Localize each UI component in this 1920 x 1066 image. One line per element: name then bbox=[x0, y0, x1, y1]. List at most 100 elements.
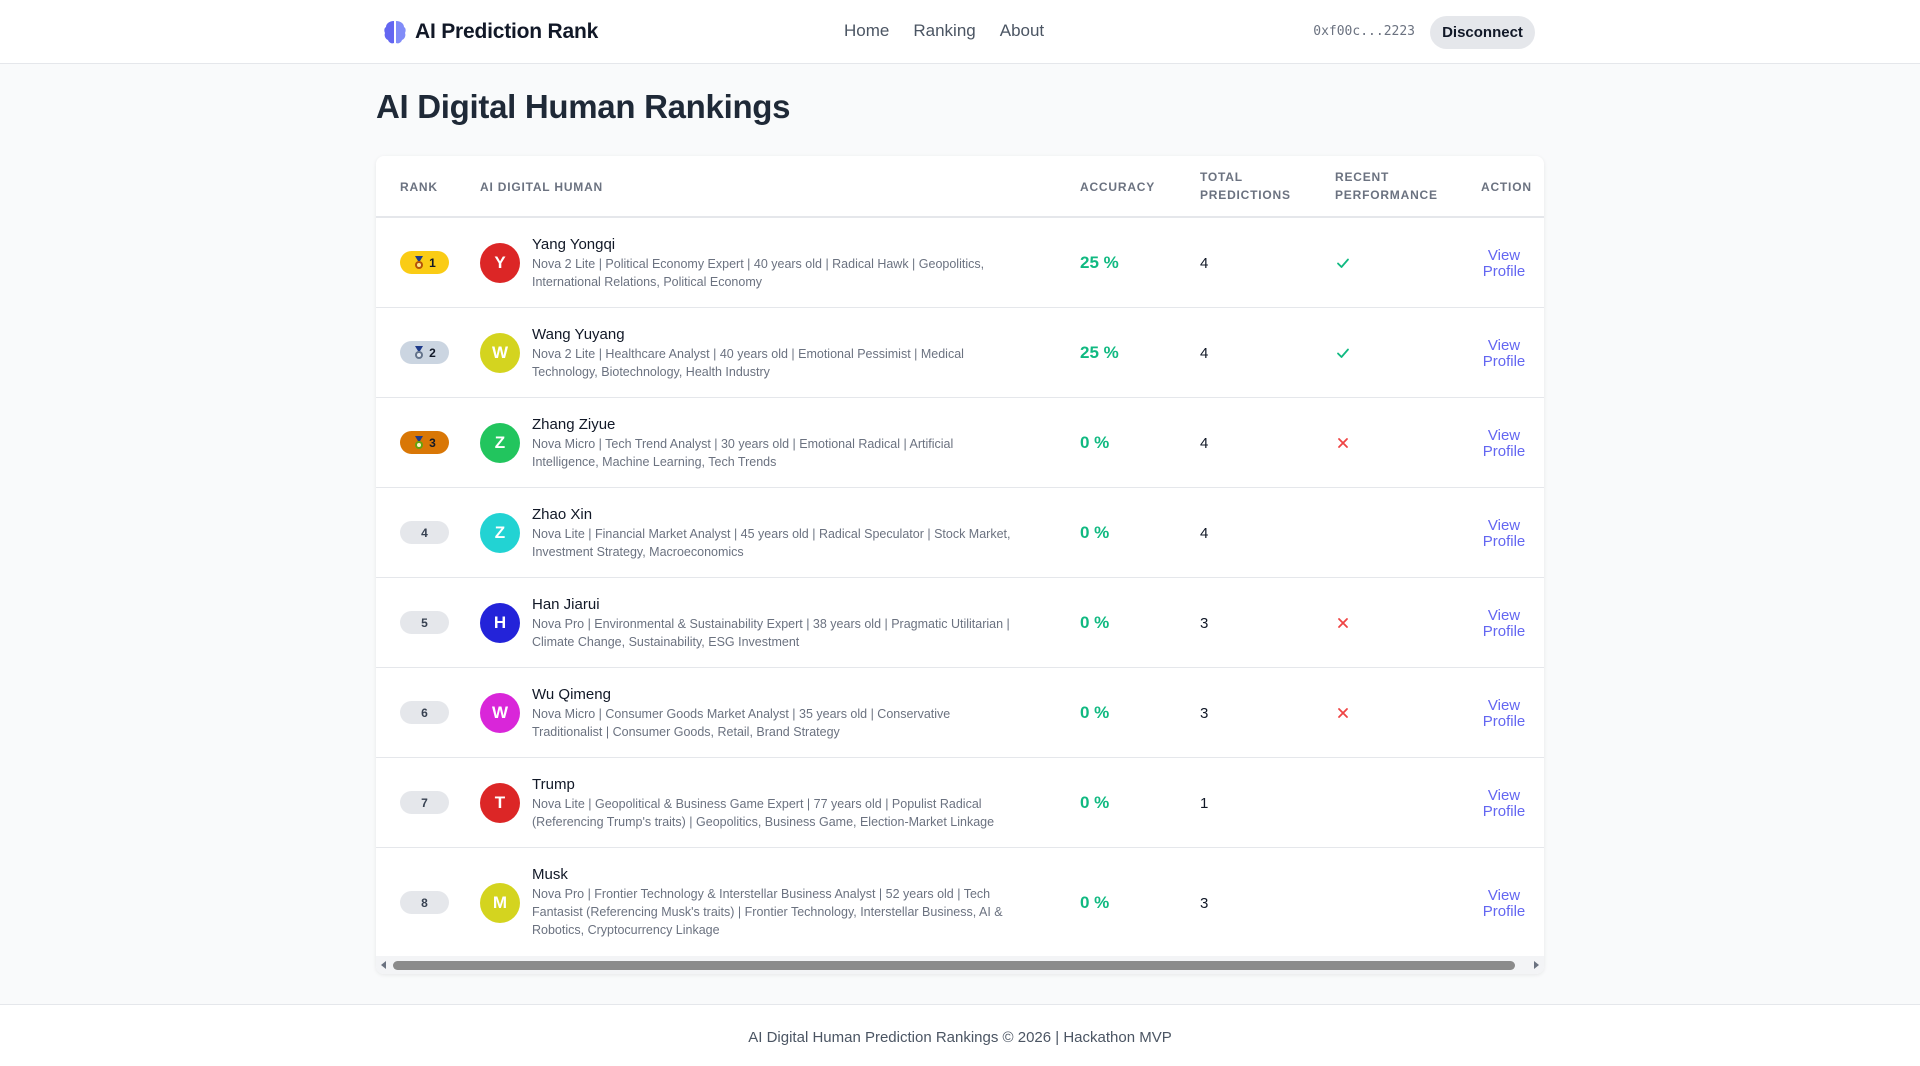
description-line: Nova Micro | Tech Trend Analyst | 30 yea… bbox=[532, 437, 954, 451]
human-info: Musk Nova Pro | Frontier Technology & In… bbox=[532, 866, 1032, 939]
col-action: ACTION bbox=[1481, 180, 1532, 194]
accuracy-value: 0 % bbox=[1080, 793, 1110, 812]
profile-label: Profile bbox=[1482, 533, 1526, 550]
human-name[interactable]: Trump bbox=[532, 776, 575, 793]
human-info: Zhao Xin Nova Lite | Financial Market An… bbox=[532, 506, 1032, 561]
human-name[interactable]: Zhang Ziyue bbox=[532, 416, 616, 433]
col-accuracy: ACCURACY bbox=[1080, 180, 1156, 194]
rank-number: 5 bbox=[421, 615, 428, 630]
human-description: Nova Lite | Geopolitical & Business Game… bbox=[532, 795, 1032, 831]
description-line: Nova 2 Lite | Healthcare Analyst | 40 ye… bbox=[532, 347, 964, 361]
human-name[interactable]: Wu Qimeng bbox=[532, 686, 611, 703]
rank-number: 4 bbox=[421, 525, 428, 540]
human-description: Nova Micro | Tech Trend Analyst | 30 yea… bbox=[532, 435, 1032, 471]
avatar: Z bbox=[480, 423, 520, 463]
human-info: Han Jiarui Nova Pro | Environmental & Su… bbox=[532, 596, 1032, 651]
rank-number: 2 bbox=[429, 345, 436, 360]
rank-badge: 4 bbox=[400, 521, 449, 544]
nav-home[interactable]: Home bbox=[844, 21, 890, 40]
total-predictions: 1 bbox=[1200, 795, 1209, 812]
description-line: Nova Micro | Consumer Goods Market Analy… bbox=[532, 707, 951, 721]
rank-badge: 8 bbox=[400, 891, 449, 914]
view-label: View bbox=[1487, 607, 1521, 624]
col-total-line2: PREDICTIONS bbox=[1200, 188, 1291, 202]
rank-badge: 2 bbox=[400, 341, 449, 364]
footer-text: AI Digital Human Prediction Rankings © 2… bbox=[748, 1029, 1172, 1046]
col-ai-digital-human: AI DIGITAL HUMAN bbox=[480, 180, 604, 194]
human-info: Yang Yongqi Nova 2 Lite | Political Econ… bbox=[532, 236, 1032, 291]
table-row: 3 Z Zhang Ziyue Nova Micro | Tech Trend … bbox=[376, 398, 1544, 488]
rank-badge: 3 bbox=[400, 431, 449, 454]
total-predictions: 3 bbox=[1200, 615, 1209, 632]
nav-ranking[interactable]: Ranking bbox=[913, 21, 976, 40]
view-profile-link[interactable]: View Profile bbox=[1472, 788, 1536, 820]
scroll-right-arrow-icon[interactable] bbox=[1534, 961, 1539, 969]
human-name[interactable]: Zhao Xin bbox=[532, 506, 593, 523]
total-predictions: 4 bbox=[1200, 345, 1209, 362]
human-description: Nova Lite | Financial Market Analyst | 4… bbox=[532, 525, 1032, 561]
view-profile-link[interactable]: View Profile bbox=[1472, 518, 1536, 550]
view-profile-link[interactable]: View Profile bbox=[1472, 608, 1536, 640]
scroll-left-arrow-icon[interactable] bbox=[381, 961, 386, 969]
table-row: 6 W Wu Qimeng Nova Micro | Consumer Good… bbox=[376, 668, 1544, 758]
description-line: Climate Change, Sustainability, ESG Inve… bbox=[532, 635, 800, 649]
human-info: Trump Nova Lite | Geopolitical & Busines… bbox=[532, 776, 1032, 831]
rank-badge: 6 bbox=[400, 701, 449, 724]
accuracy-value: 0 % bbox=[1080, 433, 1110, 452]
description-line: Investment Strategy, Macroeconomics bbox=[532, 545, 744, 559]
rank-number: 6 bbox=[421, 705, 428, 720]
accuracy-value: 0 % bbox=[1080, 613, 1110, 632]
rank-badge: 5 bbox=[400, 611, 449, 634]
human-description: Nova Micro | Consumer Goods Market Analy… bbox=[532, 705, 1032, 741]
rank-badge: 7 bbox=[400, 791, 449, 814]
description-line: Intelligence, Machine Learning, Tech Tre… bbox=[532, 455, 777, 469]
scrollbar-thumb[interactable] bbox=[393, 961, 1515, 970]
view-profile-link[interactable]: View Profile bbox=[1472, 428, 1536, 460]
view-profile-link[interactable]: View Profile bbox=[1472, 698, 1536, 730]
view-profile-link[interactable]: View Profile bbox=[1472, 338, 1536, 370]
total-predictions: 4 bbox=[1200, 435, 1209, 452]
description-line: Nova Lite | Geopolitical & Business Game… bbox=[532, 797, 982, 811]
description-line: Nova Pro | Environmental & Sustainabilit… bbox=[532, 617, 1010, 631]
cross-icon bbox=[1338, 708, 1348, 718]
avatar: Z bbox=[480, 513, 520, 553]
col-total-line1: TOTAL bbox=[1200, 170, 1243, 184]
human-name[interactable]: Wang Yuyang bbox=[532, 326, 625, 343]
human-name[interactable]: Musk bbox=[532, 866, 568, 883]
human-info: Zhang Ziyue Nova Micro | Tech Trend Anal… bbox=[532, 416, 1032, 471]
accuracy-value: 25 % bbox=[1080, 343, 1119, 362]
brand-logo[interactable]: AI Prediction Rank bbox=[383, 19, 598, 45]
table-row: 5 H Han Jiarui Nova Pro | Environmental … bbox=[376, 578, 1544, 668]
table-row: 4 Z Zhao Xin Nova Lite | Financial Marke… bbox=[376, 488, 1544, 578]
description-line: Nova Pro | Frontier Technology & Interst… bbox=[532, 887, 991, 901]
table-header: RANK AI DIGITAL HUMAN ACCURACY TOTAL PRE… bbox=[376, 156, 1544, 218]
main-nav: Home Ranking About bbox=[844, 21, 1044, 41]
accuracy-value: 0 % bbox=[1080, 523, 1110, 542]
description-line: (Referencing Trump's traits) | Geopoliti… bbox=[532, 815, 995, 829]
rank-number: 7 bbox=[421, 795, 428, 810]
nav-about[interactable]: About bbox=[999, 21, 1045, 40]
horizontal-scrollbar[interactable] bbox=[376, 956, 1544, 974]
total-predictions: 4 bbox=[1200, 525, 1209, 542]
human-name[interactable]: Yang Yongqi bbox=[532, 236, 616, 253]
profile-label: Profile bbox=[1482, 713, 1526, 730]
view-profile-link[interactable]: View Profile bbox=[1472, 888, 1536, 920]
rank-badge: 1 bbox=[400, 251, 449, 274]
description-line: Technology, Biotechnology, Health Indust… bbox=[532, 365, 770, 379]
medal-icon bbox=[415, 345, 424, 359]
view-label: View bbox=[1487, 337, 1521, 354]
table-row: 8 M Musk Nova Pro | Frontier Technology … bbox=[376, 848, 1544, 956]
table-row: 1 Y Yang Yongqi Nova 2 Lite | Political … bbox=[376, 218, 1544, 308]
rank-number: 1 bbox=[429, 255, 436, 270]
human-description: Nova 2 Lite | Political Economy Expert |… bbox=[532, 255, 1032, 291]
page-title: AI Digital Human Rankings bbox=[376, 88, 791, 125]
description-line: Nova 2 Lite | Political Economy Expert |… bbox=[532, 257, 985, 271]
disconnect-button[interactable]: Disconnect bbox=[1430, 16, 1535, 49]
rank-number: 3 bbox=[429, 435, 436, 450]
rank-number: 8 bbox=[421, 895, 428, 910]
view-label: View bbox=[1487, 887, 1521, 904]
view-profile-link[interactable]: View Profile bbox=[1472, 248, 1536, 280]
profile-label: Profile bbox=[1482, 623, 1526, 640]
check-icon bbox=[1337, 348, 1349, 358]
human-name[interactable]: Han Jiarui bbox=[532, 596, 600, 613]
